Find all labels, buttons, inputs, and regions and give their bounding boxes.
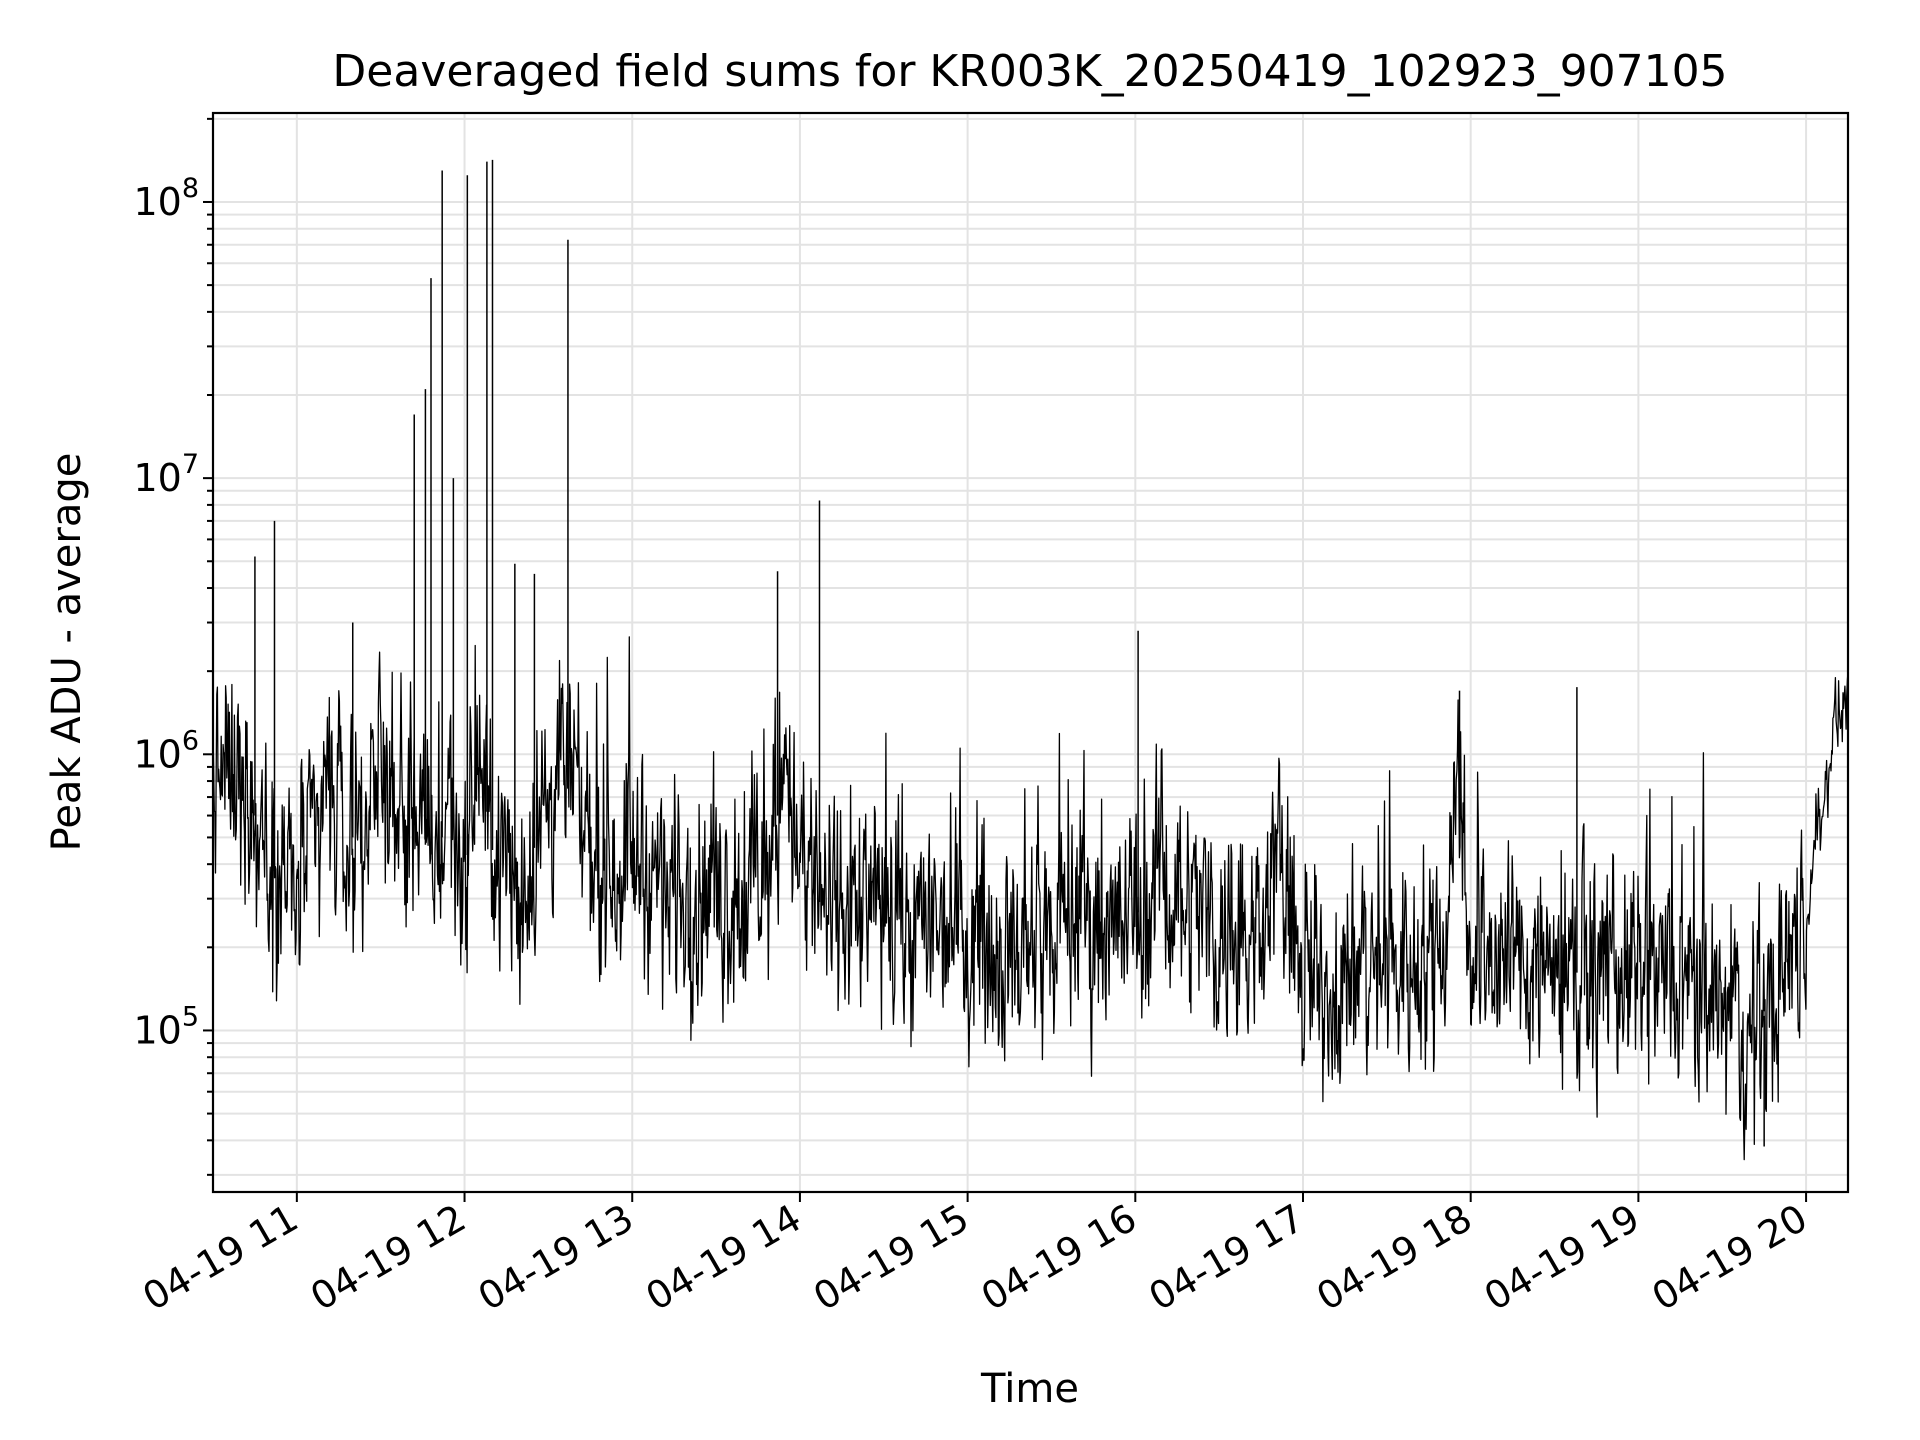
- y-tick-label: 106: [133, 725, 199, 776]
- y-tick-exponent: 7: [182, 449, 199, 480]
- chart-title: Deaveraged field sums for KR003K_2025041…: [332, 46, 1727, 97]
- series-line: [212, 636, 1849, 1161]
- y-tick-exponent: 6: [182, 725, 199, 756]
- gridlines: [213, 113, 1848, 1192]
- y-tick-label: 107: [133, 449, 199, 500]
- y-tick-label: 105: [133, 1001, 199, 1052]
- x-axis-label: Time: [980, 1366, 1079, 1412]
- y-tick-exponent: 8: [182, 173, 199, 204]
- y-tick-base: 10: [133, 732, 181, 776]
- y-tick-label: 108: [133, 173, 199, 224]
- y-tick-base: 10: [133, 456, 181, 500]
- y-tick-exponent: 5: [182, 1001, 199, 1032]
- y-tick-base: 10: [133, 1008, 181, 1052]
- data-series: [212, 159, 1849, 1161]
- y-tick-base: 10: [133, 180, 181, 224]
- y-axis-label: Peak ADU - average: [44, 453, 90, 852]
- plot-frame: [211, 111, 1850, 1194]
